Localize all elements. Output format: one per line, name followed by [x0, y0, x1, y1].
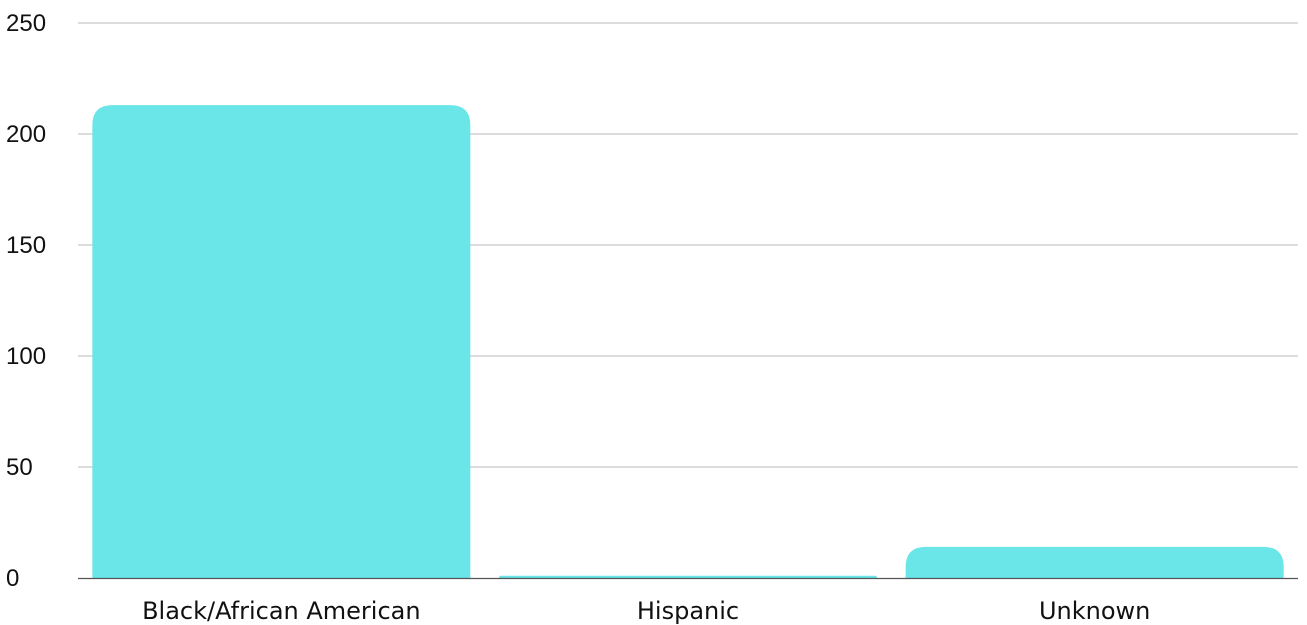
- y-tick-label: 100: [6, 343, 46, 370]
- x-tick-label: Hispanic: [637, 597, 739, 625]
- y-axis-ticks: 0 50 100 150 200 250: [6, 10, 46, 592]
- x-tick-label: Black/African American: [142, 597, 421, 625]
- y-tick-label: 0: [6, 565, 19, 592]
- y-tick-label: 50: [6, 454, 33, 481]
- bar-0: [92, 105, 471, 578]
- x-axis-ticks: Black/African American Hispanic Unknown: [142, 597, 1150, 625]
- bar-1: [499, 575, 877, 578]
- y-tick-label: 150: [6, 232, 46, 259]
- y-tick-label: 200: [6, 121, 46, 148]
- x-tick-label: Unknown: [1039, 597, 1150, 625]
- bar-2: [905, 546, 1284, 578]
- y-tick-label: 250: [6, 10, 46, 37]
- bars: [92, 105, 1284, 578]
